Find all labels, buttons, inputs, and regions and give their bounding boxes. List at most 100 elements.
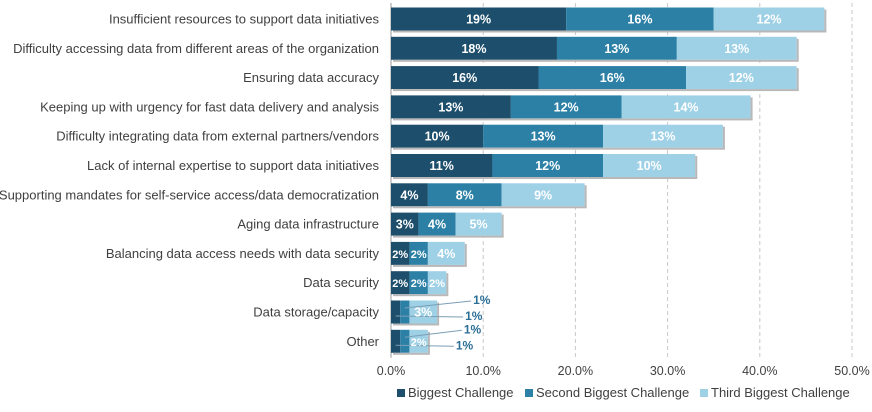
bar-segment (418, 212, 456, 236)
data-label: 10% (637, 159, 662, 173)
data-label: 1% (464, 322, 482, 336)
data-label: 1% (473, 293, 491, 307)
bar-segment (492, 154, 604, 177)
bar-shadow (393, 352, 430, 355)
data-label: 4% (400, 188, 418, 202)
legend-swatch (700, 389, 708, 397)
bar-shadow (796, 38, 799, 61)
data-label: 10% (425, 130, 450, 144)
bar-shadow (393, 294, 449, 297)
bar-segment (621, 95, 751, 119)
data-label: 12% (535, 159, 560, 173)
category-label: Insufficient resources to support data i… (109, 12, 380, 27)
callout-leader-line (404, 300, 472, 309)
data-label: 2% (411, 337, 427, 349)
bar-segment (455, 212, 502, 236)
bar-segment (391, 183, 428, 207)
bar-segment (391, 212, 419, 236)
bar-segment (427, 183, 502, 207)
bar-segment (391, 300, 401, 324)
bar-segment (566, 7, 714, 31)
category-label: Balancing data access needs with data se… (106, 246, 380, 261)
data-label: 2% (392, 249, 408, 261)
data-label: 2% (429, 278, 445, 290)
bar-segment (603, 124, 723, 148)
legend-swatch (525, 389, 533, 397)
x-tick-label: 50.0% (834, 364, 869, 378)
bar-segment (409, 241, 428, 265)
bar-segment (556, 36, 677, 60)
bar-segment (409, 300, 438, 324)
bar-shadow (393, 206, 587, 209)
bar-segment (676, 36, 797, 60)
bar-shadow (695, 156, 698, 178)
legend-label: Biggest Challenge (408, 385, 514, 400)
data-label: 19% (466, 13, 491, 27)
data-label: 4% (428, 218, 446, 232)
x-tick-label: 0.0% (377, 364, 406, 378)
bar-segment (391, 154, 493, 177)
bar-segment (400, 300, 410, 324)
bar-segment (391, 124, 484, 148)
category-label: Difficulty accessing data from different… (13, 41, 379, 56)
bar-segment (427, 241, 465, 265)
bar-segment (391, 95, 511, 119)
data-label: 2% (411, 278, 427, 290)
category-label: Other (346, 334, 379, 349)
data-label: 3% (414, 306, 432, 320)
data-label: 16% (452, 71, 477, 85)
bar-segment (391, 36, 557, 60)
bar-segment (483, 124, 604, 148)
bar-segment (538, 66, 687, 90)
data-label: 1% (465, 309, 483, 323)
data-label: 5% (470, 218, 488, 232)
data-label: 12% (554, 100, 579, 114)
data-label: 16% (600, 71, 625, 85)
bar-shadow (393, 147, 725, 150)
category-label: Difficulty integrating data from externa… (56, 129, 379, 144)
x-tick-label: 10.0% (465, 364, 500, 378)
data-label: 3% (396, 218, 414, 232)
bar-segment (409, 271, 428, 295)
bar-segment (391, 241, 410, 265)
legend-label: Third Biggest Challenge (711, 385, 850, 400)
data-label: 13% (724, 42, 749, 56)
data-label: 2% (411, 249, 427, 261)
data-label: 13% (650, 130, 675, 144)
data-label: 11% (430, 159, 454, 173)
category-label: Data security (303, 275, 379, 290)
data-label: 4% (437, 247, 455, 261)
callout-leader-line (404, 329, 462, 338)
data-label: 14% (674, 100, 699, 114)
bar-shadow (501, 214, 504, 237)
data-label: 12% (729, 71, 754, 85)
bar-shadow (393, 59, 799, 62)
data-label: 13% (438, 100, 463, 114)
callout-leader-line (395, 315, 464, 318)
bar-shadow (393, 30, 827, 33)
bar-shadow (393, 89, 799, 92)
callout-leader-line (395, 344, 454, 347)
bar-segment (713, 7, 825, 31)
bar-shadow (824, 9, 827, 32)
category-label: Keeping up with urgency for fast data de… (40, 99, 379, 114)
bar-segment (427, 271, 447, 295)
bar-segment (391, 271, 410, 295)
bar-segment (391, 66, 539, 90)
bar-shadow (722, 126, 725, 149)
x-tick-label: 20.0% (558, 364, 593, 378)
data-label: 1% (456, 338, 474, 352)
bar-segment (391, 329, 401, 353)
category-label: Supporting mandates for self-service acc… (0, 187, 379, 202)
bar-shadow (437, 302, 440, 325)
bar-shadow (393, 323, 440, 326)
bar-shadow (464, 243, 467, 266)
data-label: 18% (461, 42, 486, 56)
bar-shadow (750, 97, 753, 120)
data-label: 16% (627, 13, 652, 27)
bar-segment (686, 66, 797, 90)
bar-shadow (393, 118, 753, 121)
x-tick-label: 40.0% (742, 364, 777, 378)
